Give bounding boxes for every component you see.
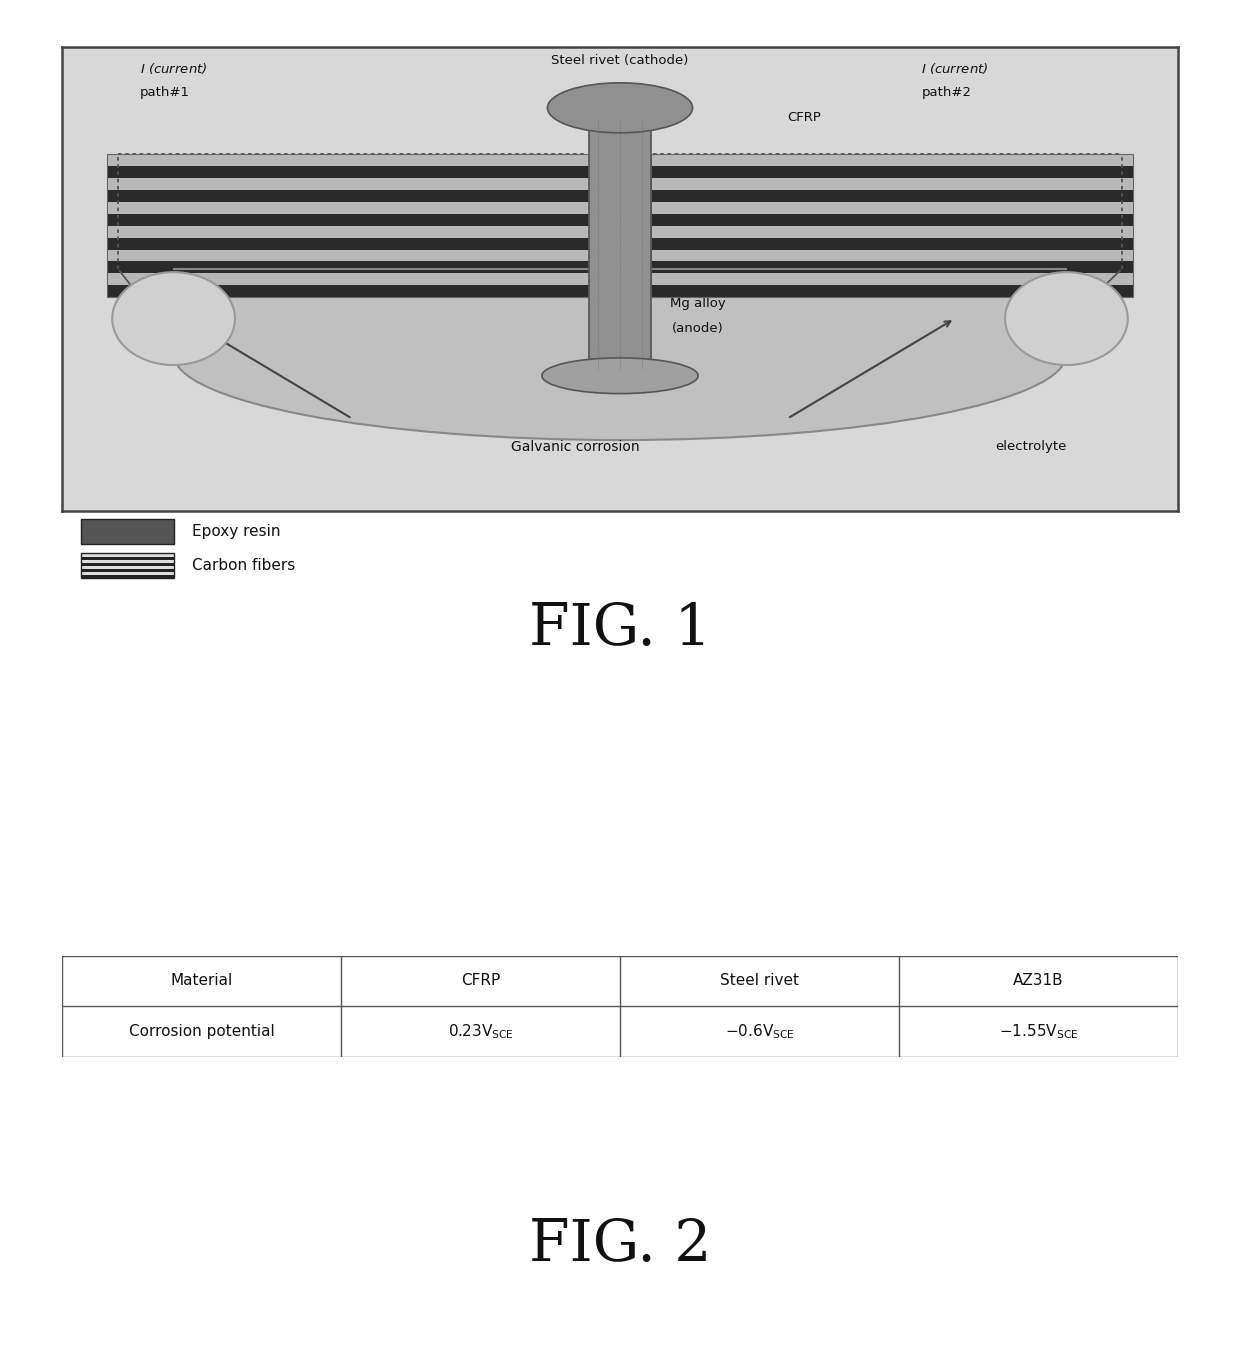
Polygon shape [651,155,1133,166]
Text: AZ31B: AZ31B [1013,973,1064,988]
Text: Steel rivet (cathode): Steel rivet (cathode) [552,54,688,67]
Text: $I$ (current): $I$ (current) [921,62,988,77]
Polygon shape [107,238,589,249]
Text: Carbon fibers: Carbon fibers [192,559,295,573]
Polygon shape [651,273,1133,285]
Polygon shape [107,214,589,226]
Text: electrolyte: electrolyte [994,440,1066,454]
Polygon shape [81,565,174,569]
Polygon shape [81,572,174,575]
Text: Mg alloy: Mg alloy [671,297,725,310]
Text: CFRP: CFRP [461,973,500,988]
Text: CFRP: CFRP [787,112,821,124]
Ellipse shape [174,269,1066,440]
Polygon shape [107,249,589,261]
Polygon shape [81,575,174,579]
Text: FIG. 2: FIG. 2 [528,1217,712,1273]
Ellipse shape [542,358,698,393]
Polygon shape [107,178,589,190]
Polygon shape [174,269,1066,354]
Text: path#2: path#2 [921,86,971,100]
Text: Material: Material [170,973,233,988]
Polygon shape [107,261,589,273]
Text: path#1: path#1 [140,86,190,100]
Polygon shape [651,261,1133,273]
Polygon shape [651,238,1133,249]
Ellipse shape [1006,272,1128,365]
Polygon shape [107,285,589,297]
Polygon shape [651,226,1133,238]
Polygon shape [107,202,589,214]
Ellipse shape [548,83,692,133]
Polygon shape [81,560,174,563]
Polygon shape [589,118,651,369]
Text: $-1.55\mathrm{V}_{\mathrm{SCE}}$: $-1.55\mathrm{V}_{\mathrm{SCE}}$ [998,1022,1079,1040]
Polygon shape [651,190,1133,202]
Text: $0.23\mathrm{V}_{\mathrm{SCE}}$: $0.23\mathrm{V}_{\mathrm{SCE}}$ [448,1022,513,1040]
Text: $-0.6\mathrm{V}_{\mathrm{SCE}}$: $-0.6\mathrm{V}_{\mathrm{SCE}}$ [724,1022,795,1040]
Polygon shape [81,569,174,572]
Polygon shape [107,226,589,238]
Polygon shape [651,178,1133,190]
Text: Galvanic corrosion: Galvanic corrosion [511,440,640,454]
Text: Steel rivet: Steel rivet [720,973,799,988]
Text: (anode): (anode) [672,322,724,335]
Polygon shape [651,166,1133,178]
Polygon shape [81,553,174,556]
Polygon shape [651,285,1133,297]
Polygon shape [107,190,589,202]
Text: Corrosion potential: Corrosion potential [129,1024,274,1039]
Text: Epoxy resin: Epoxy resin [192,524,280,538]
Polygon shape [651,202,1133,214]
Polygon shape [107,155,589,166]
Polygon shape [107,273,589,285]
Polygon shape [81,556,174,560]
Polygon shape [81,563,174,565]
Polygon shape [651,249,1133,261]
Text: $I$ (current): $I$ (current) [140,62,207,77]
Polygon shape [651,214,1133,226]
Polygon shape [81,520,174,544]
Polygon shape [107,166,589,178]
Ellipse shape [112,272,236,365]
Text: FIG. 1: FIG. 1 [528,602,712,657]
